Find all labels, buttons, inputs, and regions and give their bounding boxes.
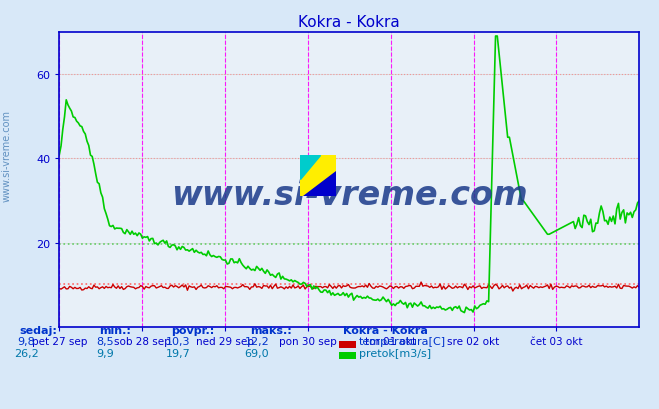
Text: maks.:: maks.:: [250, 325, 292, 335]
Text: www.si-vreme.com: www.si-vreme.com: [171, 178, 528, 211]
Text: 10,3: 10,3: [165, 336, 190, 346]
Text: povpr.:: povpr.:: [171, 325, 215, 335]
Polygon shape: [300, 155, 320, 180]
Text: temperatura[C]: temperatura[C]: [359, 336, 446, 346]
Text: pretok[m3/s]: pretok[m3/s]: [359, 348, 431, 358]
Text: 8,5: 8,5: [97, 336, 114, 346]
Text: 26,2: 26,2: [14, 348, 39, 358]
Text: sedaj:: sedaj:: [20, 325, 57, 335]
Text: 12,2: 12,2: [244, 336, 270, 346]
Text: 69,0: 69,0: [244, 348, 270, 358]
Text: 9,9: 9,9: [97, 348, 114, 358]
Text: www.si-vreme.com: www.si-vreme.com: [1, 110, 12, 201]
Text: 9,8: 9,8: [18, 336, 35, 346]
Text: min.:: min.:: [99, 325, 130, 335]
Polygon shape: [304, 172, 336, 196]
Text: Kokra - Kokra: Kokra - Kokra: [343, 325, 428, 335]
Title: Kokra - Kokra: Kokra - Kokra: [299, 15, 400, 30]
Text: 19,7: 19,7: [165, 348, 190, 358]
